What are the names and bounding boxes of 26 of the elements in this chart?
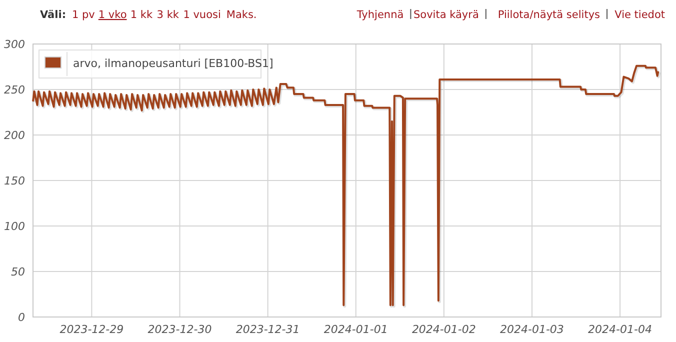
text: 1 kk (130, 9, 154, 21)
x-tick-label: 2024-01-03 (500, 323, 564, 336)
x-tick-label: 2024-01-01 (324, 323, 388, 336)
x-tick-label: 2024-01-02 (412, 323, 476, 336)
text: Vie tiedot (614, 9, 665, 21)
text: 1 pv (72, 9, 95, 21)
y-tick-label: 150 (4, 174, 25, 188)
text: Väli: (40, 9, 66, 21)
text: 3 kk (156, 9, 180, 21)
y-tick-label: 200 (4, 129, 25, 142)
y-tick-label: 300 (4, 38, 25, 51)
x-tick-label: 2024-01-04 (588, 323, 652, 336)
text: 1 vuosi (183, 9, 221, 21)
text: 1 vko (98, 9, 127, 21)
text: Piilota/näytä selitys (498, 9, 600, 21)
text: Maks. (226, 9, 257, 21)
series-label: arvo, ilmanopeusanturi [EB100-BS1] (73, 57, 274, 70)
y-tick-label: 0 (18, 311, 25, 324)
x-tick-label: 2023-12-31 (236, 323, 300, 336)
y-tick-label: 250 (4, 84, 25, 96)
y-tick-label: 50 (11, 266, 25, 278)
x-tick-label: 2023-12-30 (148, 323, 212, 336)
x-tick-label: 2023-12-29 (60, 323, 124, 336)
y-tick-label: 100 (4, 220, 25, 233)
text: Sovita käyrä (413, 9, 479, 21)
text: Tyhjennä (356, 9, 404, 21)
